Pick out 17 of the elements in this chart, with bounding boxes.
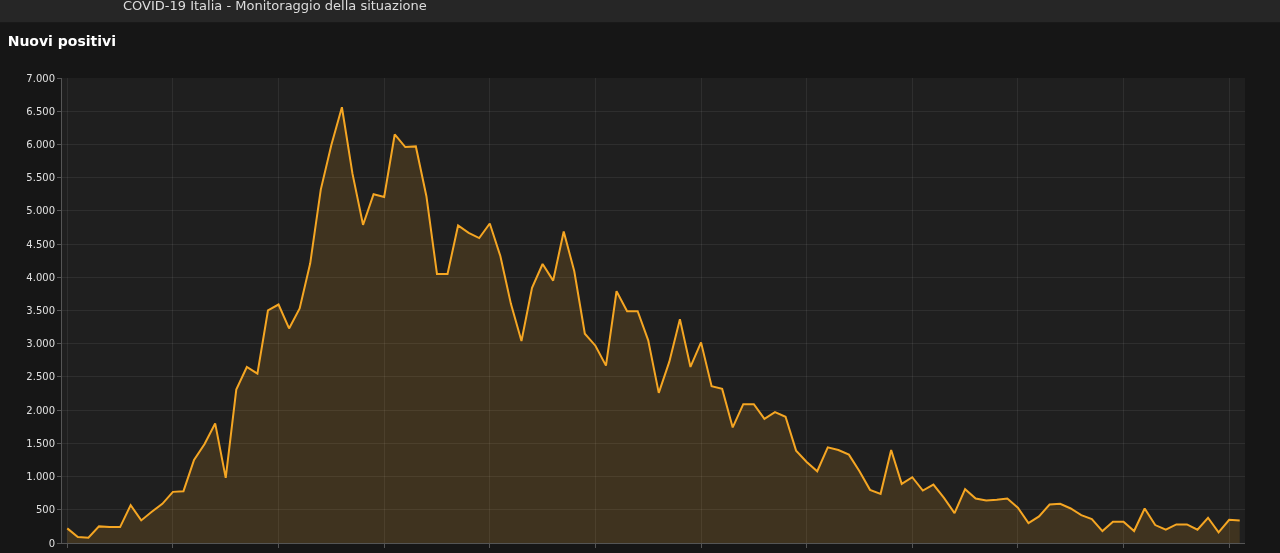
y-tick-label: 4.500 [26, 238, 55, 250]
y-tick-label: 4.000 [26, 271, 55, 283]
y-tick-label: 6.000 [26, 138, 55, 150]
y-tick-label: 6.500 [26, 105, 55, 117]
y-tick-label: 5.000 [26, 205, 55, 217]
text: COVID-19 Italia - Monitoraggio della situazione [123, 0, 427, 13]
y-tick-label: 500 [35, 504, 55, 516]
y-tick-label: 7.000 [26, 72, 55, 84]
y-tick-label: 1.000 [26, 471, 55, 483]
y-tick-label: 2.000 [26, 404, 55, 416]
y-tick-label: 3.500 [26, 305, 55, 316]
y-tick-label: 2.500 [26, 371, 55, 383]
y-tick-label: 3.000 [26, 338, 55, 350]
y-tick-label: 0 [48, 537, 55, 549]
chart-title: Nuovi positivi [7, 33, 116, 50]
y-tick-label: 5.500 [26, 172, 55, 184]
y-tick-label: 1.500 [26, 437, 55, 449]
